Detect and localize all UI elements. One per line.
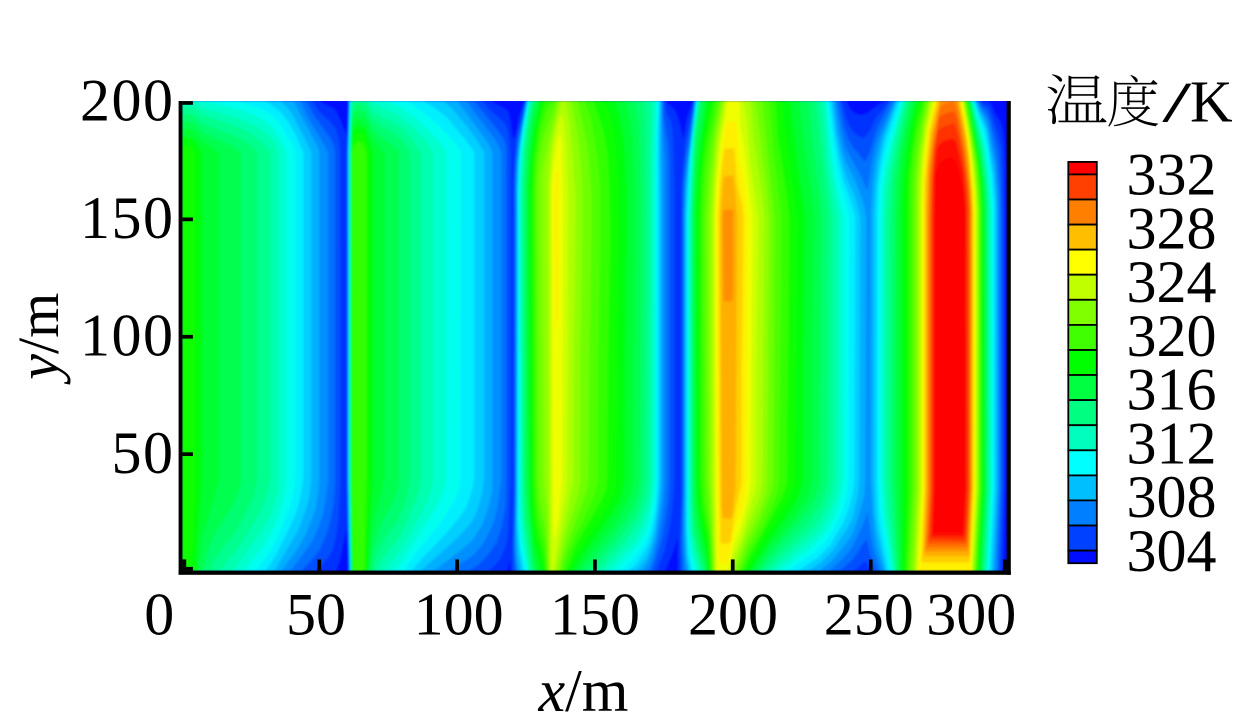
svg-text:250: 250 (824, 582, 914, 648)
svg-text:332: 332 (1127, 142, 1217, 208)
svg-text:300: 300 (926, 582, 1016, 648)
svg-text:0: 0 (144, 582, 174, 648)
svg-text:328: 328 (1127, 195, 1217, 261)
svg-text:312: 312 (1127, 410, 1217, 476)
svg-text:x/m: x/m (538, 658, 629, 716)
svg-text:50: 50 (286, 582, 346, 648)
svg-text:308: 308 (1127, 464, 1217, 530)
svg-text:100: 100 (80, 302, 175, 368)
svg-text:200: 200 (80, 68, 175, 134)
svg-text:150: 150 (80, 185, 175, 251)
svg-text:320: 320 (1127, 303, 1217, 369)
svg-text:200: 200 (688, 582, 778, 648)
svg-text:316: 316 (1127, 357, 1217, 423)
svg-text:50: 50 (112, 420, 175, 486)
svg-text:324: 324 (1127, 249, 1217, 315)
svg-text:150: 150 (550, 582, 640, 648)
svg-text:100: 100 (414, 582, 504, 648)
svg-text:304: 304 (1127, 518, 1217, 584)
svg-text:y/m: y/m (6, 293, 71, 385)
svg-text:K: K (1190, 69, 1233, 135)
